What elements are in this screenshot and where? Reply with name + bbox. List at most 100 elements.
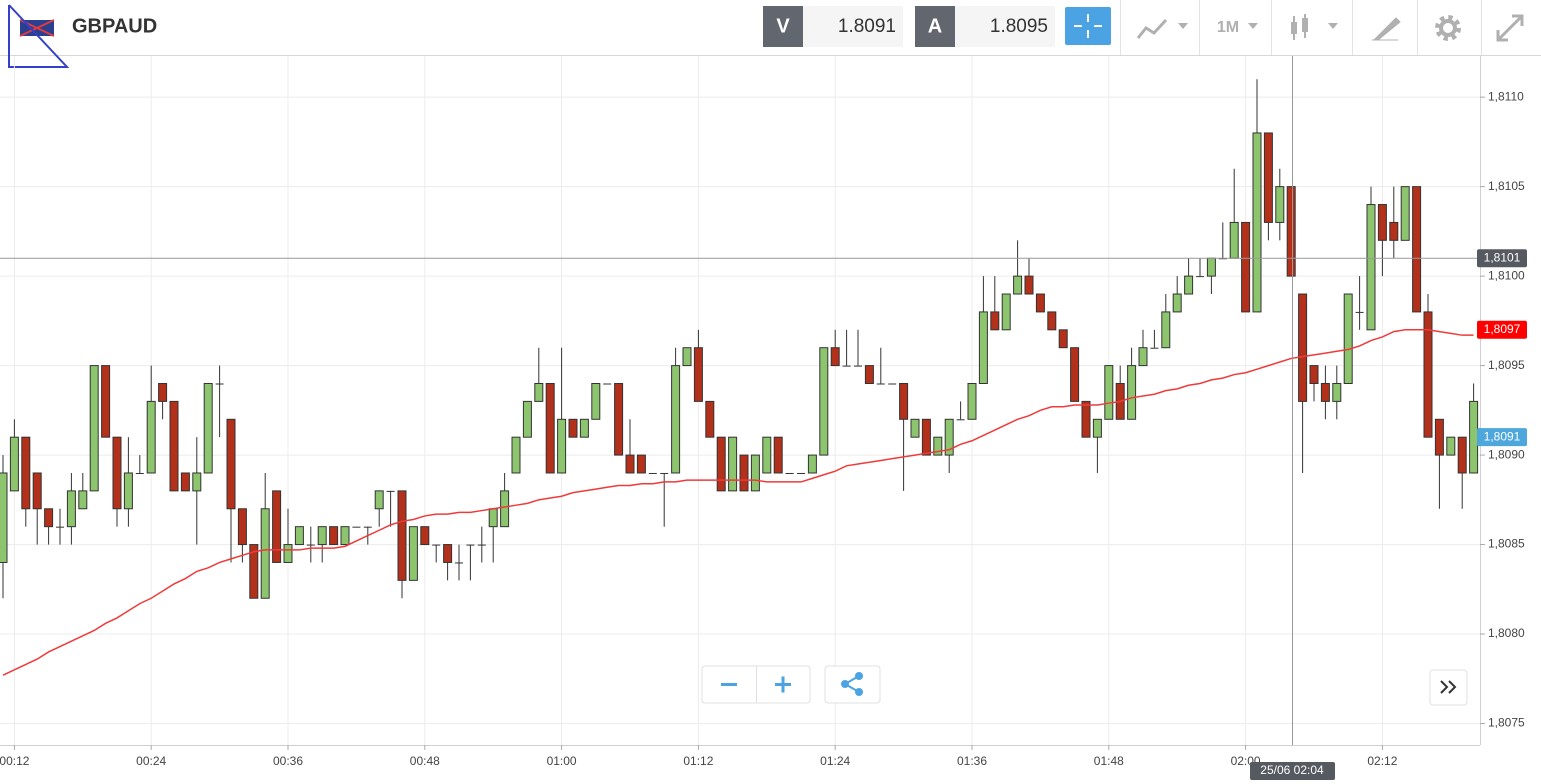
candle-body	[636, 454, 646, 474]
candle-body	[66, 490, 76, 528]
candle-body	[1320, 382, 1330, 402]
candle-body	[854, 365, 862, 367]
crosshair-button[interactable]	[1065, 7, 1111, 45]
candle-body	[1138, 347, 1148, 367]
candle-body	[1172, 293, 1182, 313]
candle-body	[671, 365, 681, 474]
candle-body	[819, 347, 829, 456]
symbol: GBPAUD	[72, 15, 157, 37]
candle-body	[1263, 132, 1273, 223]
candle-body	[477, 544, 486, 546]
bid-badge	[763, 6, 803, 47]
candle-body	[192, 472, 202, 492]
candle-body	[1184, 275, 1194, 295]
candle-body	[352, 526, 361, 528]
candle-body	[420, 526, 430, 546]
candle-body	[591, 382, 601, 420]
candle-body	[1377, 204, 1387, 241]
candle-body	[1127, 365, 1137, 420]
candle-body	[1252, 132, 1262, 313]
candle-body	[1047, 311, 1057, 331]
candle-body	[158, 382, 168, 402]
zoom-in[interactable]	[775, 676, 791, 693]
x-tick-label: 00:36	[273, 754, 303, 768]
timeframe[interactable]: 1M	[1217, 19, 1239, 36]
candle-body	[1469, 400, 1479, 474]
candle-body	[773, 436, 783, 474]
candle-body	[1355, 311, 1364, 313]
candle-body	[1150, 347, 1159, 349]
ask-badge	[915, 6, 955, 47]
price-tag-box	[1477, 320, 1527, 339]
candle-body	[785, 472, 794, 474]
share-button[interactable]	[824, 665, 881, 704]
candle-body	[579, 418, 589, 438]
share-icon	[841, 672, 863, 696]
candle-body	[1298, 293, 1308, 402]
candle-body	[899, 382, 909, 420]
candle-body	[614, 382, 624, 456]
candle-body	[545, 382, 555, 474]
candle-body	[750, 454, 760, 492]
chart-type-icon[interactable]	[1136, 18, 1168, 39]
fullscreen-icon[interactable]	[1496, 14, 1524, 42]
candle-body	[294, 526, 304, 546]
candle-body	[21, 436, 31, 510]
moving-average	[2, 329, 1474, 676]
candle-body	[283, 544, 293, 563]
candle-body	[693, 347, 703, 402]
candle-body	[432, 544, 441, 546]
candle-body	[260, 508, 270, 599]
candle-body	[443, 544, 453, 563]
x-tick-label: 01:00	[547, 754, 577, 768]
candle-body	[522, 400, 532, 438]
candle-body	[203, 382, 213, 474]
candle-body	[32, 472, 42, 510]
candle-body	[340, 526, 350, 546]
candle-body	[112, 436, 122, 510]
candle-body	[1309, 365, 1319, 384]
candle-body	[1206, 257, 1216, 277]
y-tick-label: 1,8105	[1488, 179, 1525, 193]
selection-outline	[8, 4, 70, 68]
candle-body	[956, 419, 965, 421]
candle-body	[682, 347, 692, 367]
candle-body	[557, 418, 567, 474]
candle-body	[648, 472, 657, 474]
y-tick-label: 1,8095	[1488, 358, 1525, 372]
crosshair-y-label: 1,8101	[1484, 250, 1521, 264]
candle-body	[1035, 293, 1045, 313]
candle-body	[306, 544, 315, 546]
candle-body	[910, 418, 920, 438]
x-tick-label: 00:24	[136, 754, 166, 768]
price-tags: 1,8101 1,8097 1,8091	[0, 249, 1527, 447]
candle-body	[1286, 186, 1296, 277]
candle-body	[56, 526, 64, 528]
candle-body	[317, 526, 327, 546]
candle-body	[1229, 221, 1239, 259]
candle-body	[363, 526, 372, 528]
candle-body	[488, 508, 498, 528]
draw-icon[interactable]	[1372, 17, 1401, 41]
x-tick-label: 01:24	[820, 754, 850, 768]
scroll-icon	[1440, 680, 1457, 694]
candle-body	[1081, 400, 1091, 438]
candle-body	[466, 544, 475, 546]
candle-body	[408, 526, 418, 581]
candle-body	[215, 383, 224, 385]
candle-body	[9, 436, 19, 492]
settings-icon[interactable]	[1435, 15, 1461, 41]
candle-body	[1332, 382, 1342, 402]
candle-body	[978, 311, 988, 384]
price-tag-box	[1477, 428, 1527, 447]
candle-body	[921, 418, 931, 456]
y-tick-label: 1,8110	[1488, 89, 1524, 103]
candle-body	[1457, 436, 1467, 474]
scroll-button[interactable]	[1429, 669, 1468, 706]
candle-icon[interactable]	[1291, 14, 1308, 40]
candle-body	[329, 526, 339, 546]
candle-body	[876, 383, 885, 385]
y-tick-label: 1,8075	[1488, 716, 1525, 730]
candle-body	[1161, 311, 1171, 349]
candle-body	[728, 436, 738, 492]
